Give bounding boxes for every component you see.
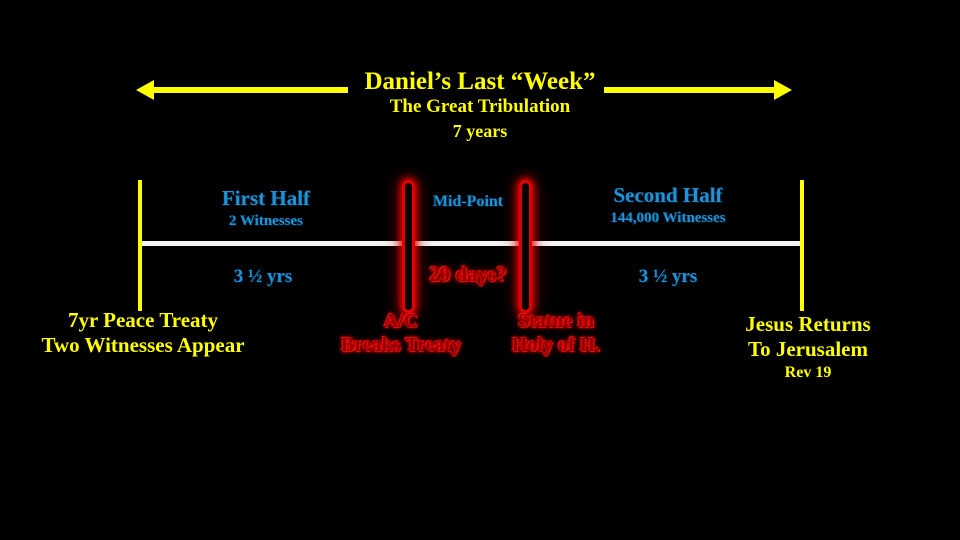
first-half-title: First Half [221, 186, 311, 210]
page-subtitle: The Great Tribulation [389, 96, 571, 117]
event-label-jesus-returns: Jesus Returns To Jerusalem Rev 19 [688, 312, 928, 384]
arrow-right-shaft [604, 87, 776, 93]
mid-point-title: Mid-Point [432, 193, 504, 210]
timeline-start-tick [138, 180, 142, 311]
segment-label-second-half: Second Half 144,000 Witnesses [568, 183, 768, 228]
segment-label-first-half: First Half 2 Witnesses [166, 186, 366, 231]
ac-breaks-line1: A/C [383, 310, 419, 332]
statue-line1: Statue in [517, 310, 595, 332]
arrow-left-head [136, 80, 154, 100]
first-half-subtitle: 2 Witnesses [228, 213, 304, 229]
timeline-end-tick [800, 180, 804, 311]
duration-first-half: 3 ½ yrs [233, 266, 293, 287]
segment-label-mid-point: Mid-Point [418, 191, 518, 212]
jesus-returns-line1: Jesus Returns [745, 312, 871, 336]
statue-line2: Holy of H. [511, 334, 601, 356]
timeline-axis [138, 241, 803, 246]
page-duration: 7 years [452, 121, 508, 141]
event-marker-ac-breaks-treaty [402, 180, 415, 313]
second-half-subtitle: 144,000 Witnesses [610, 210, 726, 226]
second-half-title: Second Half [613, 183, 723, 207]
jesus-returns-reference: Rev 19 [784, 364, 832, 381]
peace-treaty-line2: Two Witnesses Appear [41, 333, 245, 357]
event-label-statue-holy-of-holies: Statue in Holy of H. [478, 309, 634, 357]
duration-second-half: 3 ½ yrs [638, 266, 698, 287]
arrow-left-icon [136, 78, 348, 102]
jesus-returns-line2: To Jerusalem [748, 337, 868, 361]
header-title-block: Daniel’s Last “Week” The Great Tribulati… [250, 68, 710, 143]
duration-mid-point: 29 days? [429, 262, 507, 286]
event-label-ac-breaks-treaty: A/C Breaks Treaty [318, 309, 484, 357]
arrow-right-icon [604, 78, 792, 102]
arrow-right-head [774, 80, 792, 100]
event-label-peace-treaty: 7yr Peace Treaty Two Witnesses Appear [10, 308, 276, 358]
event-marker-statue-holy-of-holies [519, 180, 532, 313]
page-title: Daniel’s Last “Week” [364, 68, 596, 95]
arrow-left-shaft [152, 87, 348, 93]
ac-breaks-line2: Breaks Treaty [340, 334, 462, 356]
peace-treaty-line1: 7yr Peace Treaty [67, 308, 219, 332]
